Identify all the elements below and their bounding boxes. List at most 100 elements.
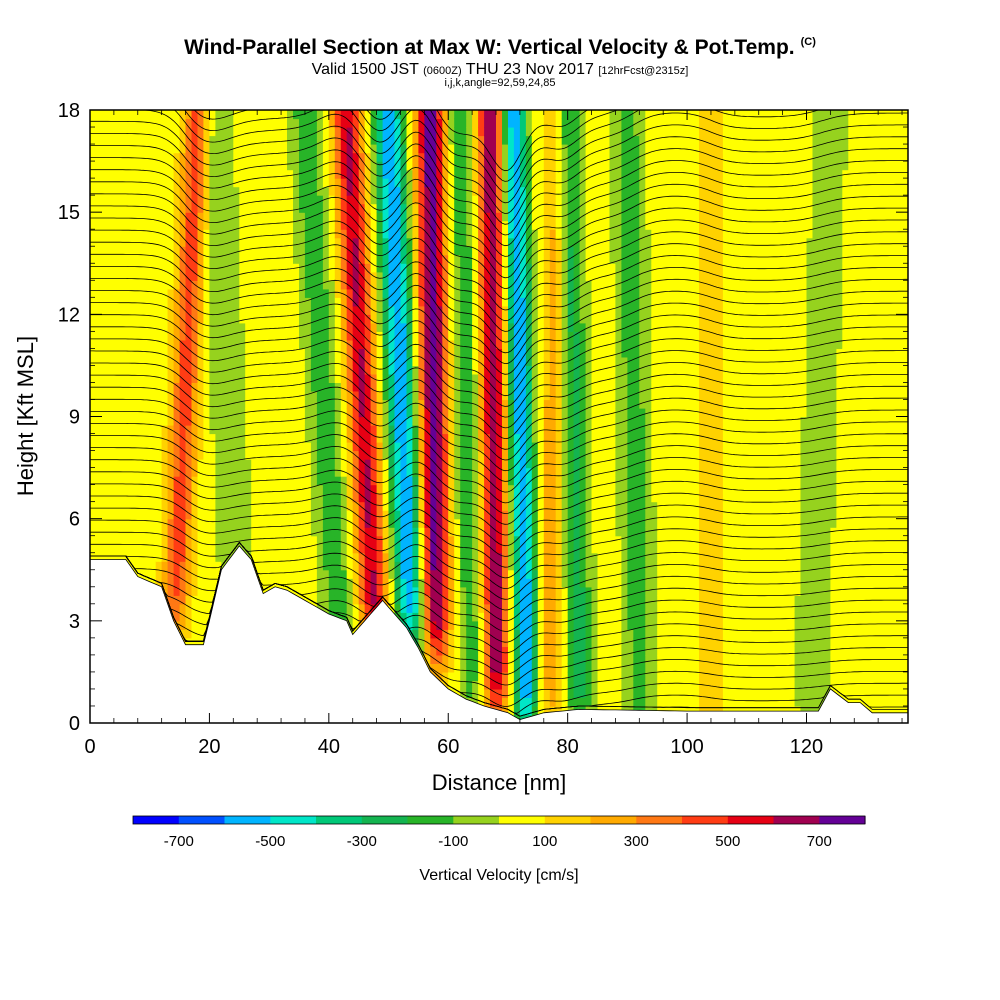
w-cell (328, 186, 336, 196)
w-cell (418, 314, 425, 324)
w-cell (101, 169, 109, 179)
w-cell (388, 484, 396, 494)
w-cell (406, 161, 414, 171)
w-cell (173, 322, 181, 332)
w-cell (358, 518, 366, 528)
w-cell (400, 348, 408, 358)
w-cell (90, 288, 97, 298)
w-cell (101, 127, 109, 137)
w-cell (466, 663, 473, 673)
w-cell (281, 127, 288, 137)
w-cell (388, 467, 396, 477)
w-cell (352, 459, 360, 469)
w-cell (155, 391, 163, 401)
w-cell (340, 399, 348, 409)
w-cell (197, 356, 205, 366)
w-cell (269, 186, 276, 196)
w-cell (466, 161, 473, 171)
w-cell (388, 535, 396, 545)
w-cell (149, 161, 157, 171)
w-cell (96, 510, 103, 520)
w-cell (442, 518, 449, 528)
w-cell (358, 212, 366, 222)
w-cell (191, 288, 199, 298)
w-cell (287, 450, 294, 460)
w-cell (340, 476, 348, 486)
w-cell (131, 280, 139, 290)
w-cell (96, 527, 103, 537)
w-cell (400, 203, 408, 213)
w-cell (209, 518, 216, 528)
w-cell (269, 314, 276, 324)
w-cell (257, 288, 264, 298)
w-cell (101, 297, 109, 307)
w-cell (233, 450, 240, 460)
w-cell (454, 425, 461, 435)
w-cell (424, 288, 431, 298)
w-cell (478, 527, 485, 537)
w-cell (251, 510, 258, 520)
w-cell (90, 305, 97, 315)
w-cell (293, 569, 300, 579)
w-cell (382, 467, 390, 477)
w-cell (340, 220, 348, 230)
w-cell (131, 220, 139, 230)
w-cell (406, 373, 414, 383)
w-cell (370, 544, 378, 554)
w-cell (388, 373, 396, 383)
w-cell (299, 280, 306, 290)
w-cell (472, 637, 479, 647)
w-cell (460, 561, 467, 571)
w-cell (149, 195, 157, 205)
w-cell (275, 339, 282, 349)
w-cell (454, 680, 461, 690)
w-cell (245, 305, 252, 315)
w-cell (430, 476, 437, 486)
w-cell (478, 339, 485, 349)
w-cell (293, 459, 300, 469)
w-cell (472, 263, 479, 273)
w-cell (472, 484, 479, 494)
w-cell (358, 246, 366, 256)
w-cell (287, 569, 294, 579)
w-cell (406, 339, 414, 349)
w-cell (245, 416, 252, 426)
w-cell (167, 527, 175, 537)
w-cell (442, 646, 449, 656)
w-cell (203, 569, 210, 579)
w-cell (293, 510, 300, 520)
w-cell (412, 144, 419, 154)
w-cell (424, 518, 431, 528)
w-cell (322, 203, 330, 213)
w-cell (137, 450, 145, 460)
w-cell (340, 365, 348, 375)
w-cell (269, 552, 276, 562)
w-cell (382, 229, 390, 239)
w-cell (388, 246, 396, 256)
w-cell (227, 229, 234, 239)
w-cell (418, 612, 425, 622)
w-cell (131, 399, 139, 409)
w-cell (227, 356, 234, 366)
w-cell (113, 408, 121, 418)
w-cell (257, 339, 264, 349)
w-cell (412, 169, 419, 179)
w-cell (113, 416, 121, 426)
w-cell (137, 280, 145, 290)
w-cell (299, 220, 306, 230)
w-cell (328, 603, 336, 613)
w-cell (472, 680, 479, 690)
w-cell (257, 552, 264, 562)
w-cell (227, 322, 234, 332)
w-cell (442, 450, 449, 460)
w-cell (478, 186, 485, 196)
w-cell (90, 552, 97, 562)
w-cell (287, 169, 294, 179)
w-cell (304, 322, 312, 332)
w-cell (340, 161, 348, 171)
w-cell (107, 229, 115, 239)
w-cell (125, 459, 133, 469)
w-cell (107, 169, 115, 179)
w-cell (161, 263, 169, 273)
w-cell (191, 510, 199, 520)
